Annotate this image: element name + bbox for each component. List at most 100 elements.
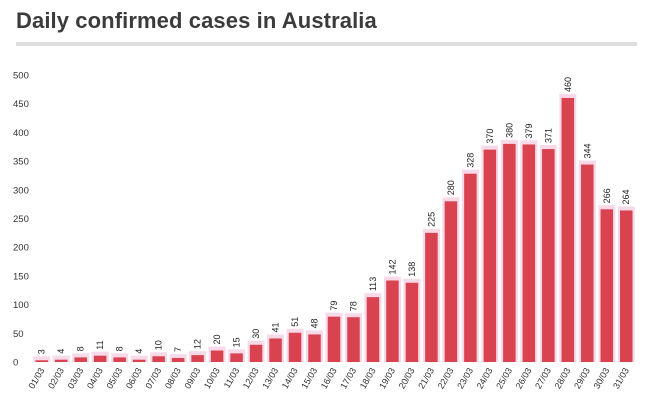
- x-tick-label: 07/03: [143, 366, 163, 391]
- x-tick-label: 26/03: [514, 366, 534, 391]
- x-tick-label: 23/03: [455, 366, 475, 391]
- y-tick-label: 300: [13, 185, 29, 196]
- bar: [581, 164, 594, 362]
- x-tick-label: 13/03: [260, 366, 280, 391]
- x-tick-label: 14/03: [280, 366, 300, 391]
- bar: [405, 282, 419, 362]
- y-tick-label: 450: [13, 99, 29, 110]
- title-divider: [16, 42, 637, 46]
- data-label: 344: [582, 144, 592, 159]
- bar: [132, 359, 146, 362]
- x-tick-label: 10/03: [202, 366, 222, 391]
- data-label: 4: [56, 349, 66, 354]
- x-tick-label: 11/03: [222, 366, 242, 390]
- bar: [425, 232, 438, 362]
- x-tick-label: 15/03: [299, 366, 319, 391]
- x-tick-label: 08/03: [163, 366, 183, 391]
- data-label: 138: [407, 262, 417, 277]
- data-label: 15: [232, 337, 242, 347]
- bars: [33, 93, 635, 363]
- x-tick-label: 18/03: [358, 366, 378, 391]
- data-label: 51: [290, 317, 300, 327]
- x-tick-label: 16/03: [319, 366, 339, 391]
- data-label: 41: [271, 322, 281, 332]
- data-label: 460: [563, 77, 573, 92]
- x-tick-label: 12/03: [241, 366, 261, 391]
- x-tick-label: 28/03: [553, 366, 573, 391]
- data-label: 30: [251, 329, 261, 339]
- data-label: 266: [602, 188, 612, 203]
- bar: [503, 143, 516, 362]
- y-tick-label: 150: [13, 271, 29, 282]
- y-tick-label: 200: [13, 243, 29, 254]
- y-tick-label: 250: [13, 214, 29, 225]
- x-tick-label: 19/03: [377, 366, 397, 391]
- data-label: 370: [485, 129, 495, 144]
- bar: [35, 360, 48, 362]
- y-tick-label: 350: [13, 157, 29, 168]
- bar-shadow: [33, 356, 51, 362]
- bar: [308, 334, 321, 362]
- data-label: 8: [76, 346, 86, 351]
- bar: [600, 209, 614, 362]
- bar: [542, 149, 555, 362]
- bar: [444, 201, 458, 362]
- x-tick-label: 31/03: [611, 366, 631, 391]
- data-label: 12: [193, 339, 203, 349]
- bar: [620, 210, 633, 362]
- bar: [327, 316, 341, 362]
- bar: [464, 173, 477, 362]
- data-label: 48: [310, 318, 320, 328]
- bar: [210, 350, 224, 362]
- bar: [191, 355, 204, 362]
- bar-shadow: [52, 355, 70, 362]
- bar: [74, 357, 87, 362]
- bar-shadow: [130, 355, 148, 362]
- bar: [230, 353, 243, 362]
- y-tick-label: 50: [13, 329, 24, 340]
- bar: [54, 359, 68, 362]
- x-tick-label: 05/03: [104, 366, 124, 391]
- bar: [483, 149, 497, 362]
- x-tick-label: 02/03: [46, 366, 66, 391]
- data-label: 3: [37, 349, 47, 354]
- data-label: 264: [621, 189, 631, 204]
- x-tick-label: 04/03: [85, 366, 105, 391]
- bar: [113, 357, 126, 362]
- x-tick-label: 29/03: [572, 366, 592, 391]
- x-axis: 01/03 02/03 03/03 04/03 05/03 06/03 07/03 08/03…: [27, 366, 631, 391]
- data-label: 7: [173, 347, 183, 352]
- y-tick-label: 0: [13, 358, 18, 369]
- data-label: 20: [212, 335, 222, 345]
- x-tick-label: 03/03: [66, 366, 86, 391]
- data-label: 4: [134, 349, 144, 354]
- data-label: 380: [504, 123, 514, 138]
- data-label: 328: [465, 153, 475, 168]
- y-tick-label: 100: [13, 300, 29, 311]
- chart-title: Daily confirmed cases in Australia: [16, 8, 377, 33]
- data-label: 379: [524, 123, 534, 138]
- data-label: 371: [543, 128, 553, 143]
- bar: [249, 344, 263, 362]
- x-tick-label: 06/03: [124, 366, 144, 391]
- data-label: 225: [426, 212, 436, 227]
- x-tick-label: 25/03: [494, 366, 514, 391]
- x-tick-label: 17/03: [338, 366, 358, 391]
- data-label: 8: [115, 346, 125, 351]
- bar: [347, 317, 360, 362]
- bar: [171, 357, 185, 362]
- bar: [152, 356, 165, 362]
- x-tick-label: 30/03: [592, 366, 612, 391]
- bar: [366, 297, 380, 362]
- x-tick-label: 21/03: [416, 366, 436, 391]
- x-tick-label: 09/03: [182, 366, 202, 391]
- data-label: 79: [329, 301, 339, 311]
- x-tick-label: 24/03: [475, 366, 495, 391]
- data-label: 113: [368, 277, 378, 291]
- x-tick-label: 27/03: [533, 366, 553, 391]
- y-tick-label: 500: [13, 71, 29, 82]
- bar: [269, 338, 282, 362]
- x-tick-label: 01/03: [27, 366, 47, 391]
